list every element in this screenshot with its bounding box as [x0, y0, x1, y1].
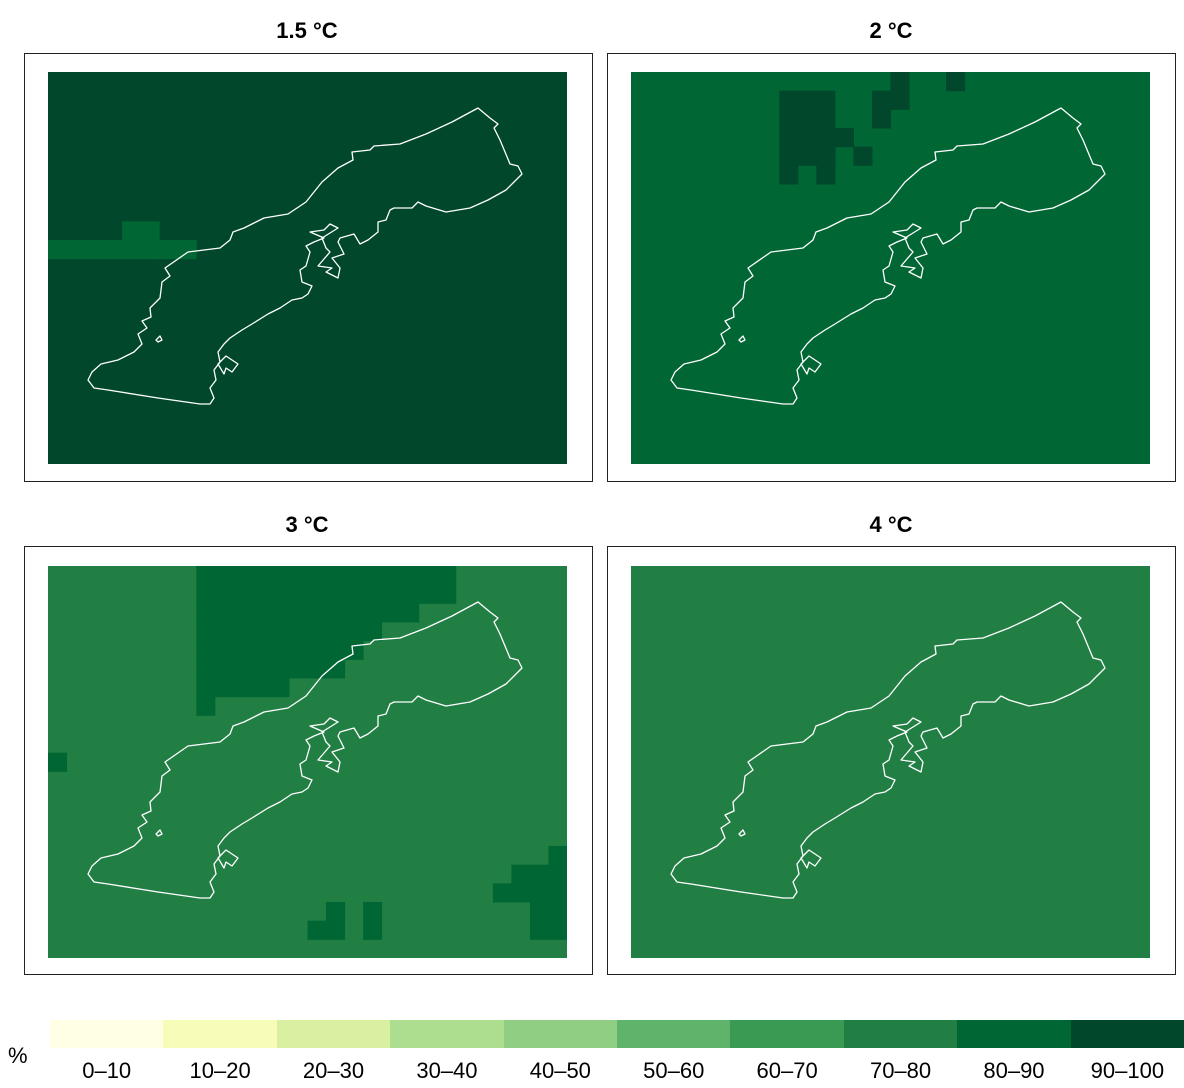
legend-labels: 0–10 10–20 20–30 30–40 40–50 50–60 60–70 70–80 8… [50, 1058, 1184, 1088]
legend-label-2: 20–30 [302, 1058, 365, 1083]
grid-cell [492, 883, 567, 903]
grid-cell [122, 221, 160, 260]
legend-label-7: 70–80 [869, 1058, 932, 1083]
region-outline [87, 601, 523, 899]
legend-swatch-5 [617, 1020, 731, 1048]
grid-cell [363, 902, 383, 940]
coastline-detail [738, 829, 746, 837]
grid-cell [816, 146, 836, 185]
map-panel-2c [607, 53, 1176, 482]
region-outline [670, 601, 1106, 899]
legend-label-0: 0–10 [82, 1058, 132, 1083]
grid-cell [853, 146, 873, 166]
map-4c [631, 566, 1150, 958]
legend-label-3: 30–40 [416, 1058, 478, 1083]
map-background [631, 72, 1150, 464]
grid-cell [196, 566, 457, 604]
grid-cell [871, 90, 891, 129]
grid-cell [307, 920, 346, 940]
grid-cell [196, 603, 420, 623]
map-panel-1-5c [24, 53, 593, 482]
legend-swatch-2 [276, 1020, 391, 1048]
grid-cell [159, 240, 197, 260]
grid-cell [834, 128, 854, 148]
legend-swatch-4 [503, 1020, 618, 1048]
grid-cell [779, 165, 799, 185]
map-2c [631, 72, 1150, 464]
legend-label-4: 40–50 [529, 1058, 591, 1083]
legend-label-9: 90–100 [1090, 1058, 1165, 1083]
legend-swatch-8 [957, 1020, 1071, 1048]
grid-cell [511, 864, 567, 884]
coastline-detail [155, 335, 163, 343]
grid-cell [326, 696, 346, 716]
grid-cell [529, 902, 567, 940]
region-outline [670, 107, 1106, 405]
map-background [48, 72, 567, 464]
legend-swatch-9 [1070, 1020, 1184, 1048]
coastline-detail [738, 335, 746, 343]
legend-label-6: 60–70 [756, 1058, 818, 1083]
legend-label-1: 10–20 [189, 1058, 251, 1083]
map-background [631, 566, 1150, 958]
legend-swatch-6 [730, 1020, 844, 1048]
map-3c [48, 566, 567, 958]
coastline-detail [155, 829, 163, 837]
grid-cell [48, 240, 123, 260]
map-panel-3c [24, 546, 593, 975]
coastline-detail [800, 849, 822, 869]
legend-colorbar [50, 1020, 1184, 1048]
coastline-detail [800, 355, 822, 375]
coastline-detail [217, 355, 239, 375]
grid-cell [890, 72, 910, 110]
map-panel-4c [607, 546, 1176, 975]
coastline-detail [217, 849, 239, 869]
grid-cell [48, 752, 68, 772]
legend-swatch-7 [843, 1020, 958, 1048]
legend-swatch-3 [390, 1020, 504, 1048]
grid-cell [288, 696, 308, 716]
grid-cell [196, 640, 364, 660]
panel-title-1-5c: 1.5 °C [276, 18, 338, 43]
grid-cell [196, 659, 346, 679]
panel-title-3c: 3 °C [285, 512, 329, 537]
legend-label-8: 80–90 [983, 1058, 1045, 1083]
map-1-5c [48, 72, 567, 464]
legend-swatch-1 [163, 1020, 277, 1048]
grid-cell [946, 72, 966, 92]
grid-cell [196, 678, 290, 698]
grid-cell [196, 622, 383, 642]
panel-title-2c: 2 °C [869, 18, 913, 43]
legend-label-5: 50–60 [643, 1058, 705, 1083]
grid-cell [326, 902, 346, 922]
grid-cell [196, 696, 216, 716]
legend-swatch-0 [50, 1020, 164, 1048]
legend-unit: % [8, 1043, 28, 1068]
region-outline [87, 107, 523, 405]
panel-title-4c: 4 °C [869, 512, 913, 537]
